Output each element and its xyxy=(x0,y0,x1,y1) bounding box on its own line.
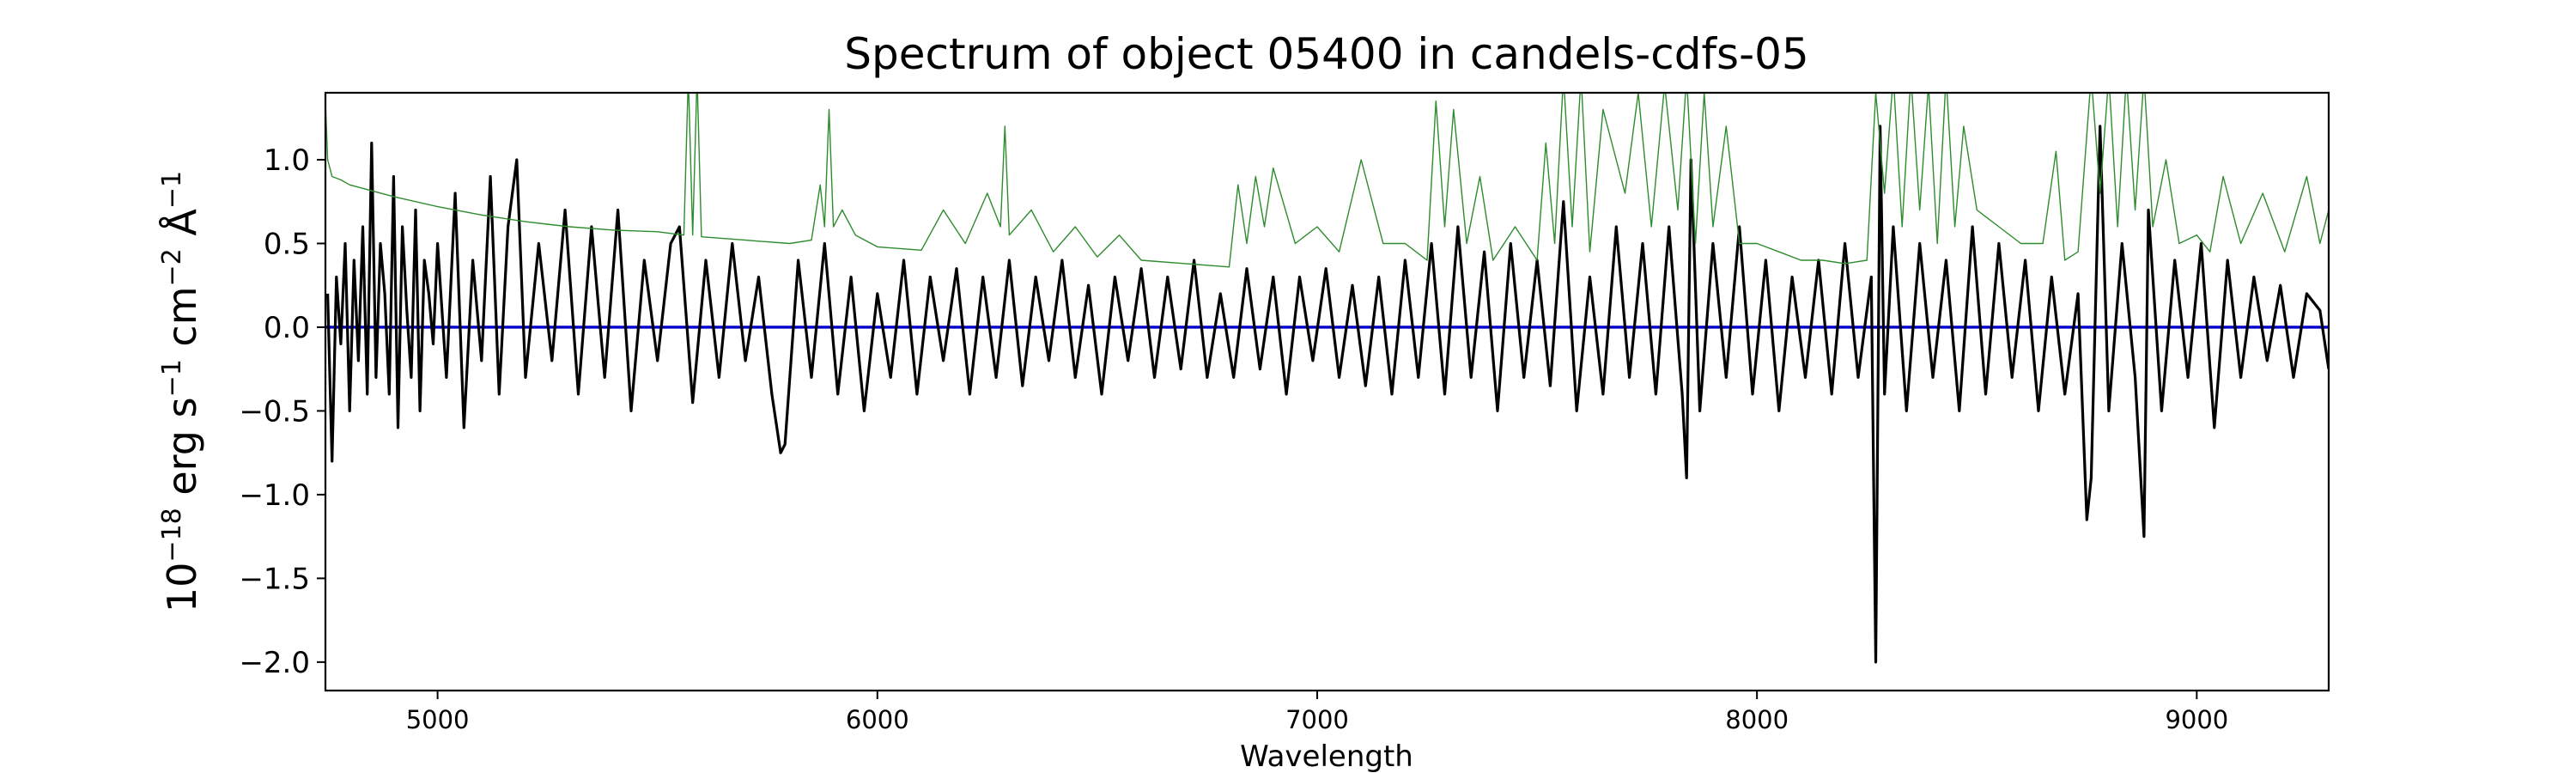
x-tick-label: 5000 xyxy=(406,705,470,734)
flux-series-line xyxy=(326,125,2329,664)
y-tick-label: 0.0 xyxy=(264,311,310,345)
x-tick-label: 8000 xyxy=(1725,705,1789,734)
plot-frame xyxy=(324,91,2330,692)
x-axis: 5000 6000 7000 8000 9000 xyxy=(406,691,2228,734)
y-tick-label: −0.5 xyxy=(239,394,310,429)
y-tick-label: −1.0 xyxy=(239,478,310,513)
chart-title: Spectrum of object 05400 in candels-cdfs… xyxy=(844,29,1809,79)
y-tick-label: 0.5 xyxy=(264,227,310,261)
error-series-line xyxy=(325,93,2329,268)
x-tick-label: 9000 xyxy=(2165,705,2228,734)
svg-text:10−18 erg s−1 cm−2 Å−1: 10−18 erg s−1 cm−2 Å−1 xyxy=(157,171,205,612)
y-tick-label: 1.0 xyxy=(264,143,310,178)
y-axis: 1.0 0.5 0.0 −0.5 −1.0 −1.5 −2.0 xyxy=(239,143,325,680)
x-tick-label: 7000 xyxy=(1285,705,1349,734)
y-tick-label: −2.0 xyxy=(239,646,310,680)
series-layer xyxy=(325,93,2329,664)
y-axis-label: 10−18 erg s−1 cm−2 Å−1 xyxy=(157,171,205,612)
y-tick-label: −1.5 xyxy=(239,562,310,596)
x-axis-label: Wavelength xyxy=(1240,740,1413,773)
x-tick-label: 6000 xyxy=(846,705,909,734)
